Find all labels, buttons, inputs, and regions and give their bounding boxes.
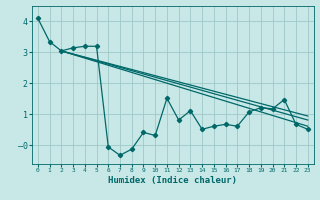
X-axis label: Humidex (Indice chaleur): Humidex (Indice chaleur): [108, 176, 237, 185]
